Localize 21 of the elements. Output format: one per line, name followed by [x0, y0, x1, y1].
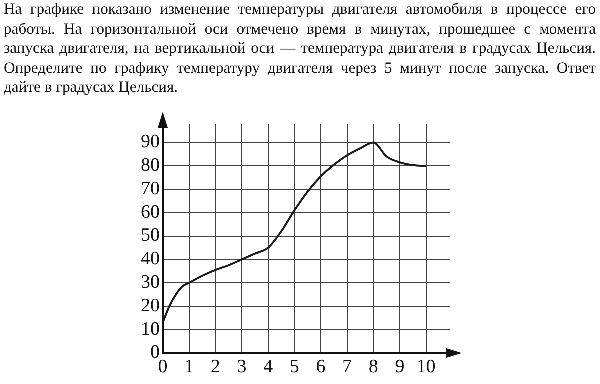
y-tick-label: 20 — [141, 295, 160, 316]
chart-title: На графике показано изменение температуры двигателя автомобиля в процессе его работы. На горизонтальной оси отмечено время в минутах, прошедшее с момента запуска двигателя, на вертикальной оси — температура двигателя в градусах Цельсия. Определите по графику температуру двигателя через 5 минут после запуска. Ответ дайте в градусах Цельсия. — [3, 0, 597, 98]
y-tick-label: 80 — [141, 155, 160, 176]
x-tick-label: 6 — [316, 356, 326, 378]
x-tick-label: 3 — [237, 356, 247, 378]
x-tick-label: 2 — [210, 356, 220, 378]
x-tick-label: 9 — [395, 356, 405, 378]
x-tick-label: 10 — [416, 356, 436, 378]
y-tick-label: 90 — [141, 132, 160, 153]
y-tick-label: 30 — [141, 272, 160, 294]
y-tick-label: 50 — [141, 225, 160, 246]
y-tick-label: 60 — [141, 202, 160, 223]
y-tick-label: 0 — [150, 342, 160, 364]
x-tick-label: 1 — [184, 356, 194, 378]
y-tick-label: 40 — [141, 248, 160, 270]
y-tick-label: 70 — [141, 178, 160, 200]
x-tick-label: 7 — [342, 356, 352, 378]
x-tick-label: 4 — [264, 356, 274, 378]
x-tick-label: 5 — [290, 356, 300, 378]
x-tick-label: 8 — [368, 356, 378, 378]
y-tick-label: 10 — [141, 318, 160, 340]
